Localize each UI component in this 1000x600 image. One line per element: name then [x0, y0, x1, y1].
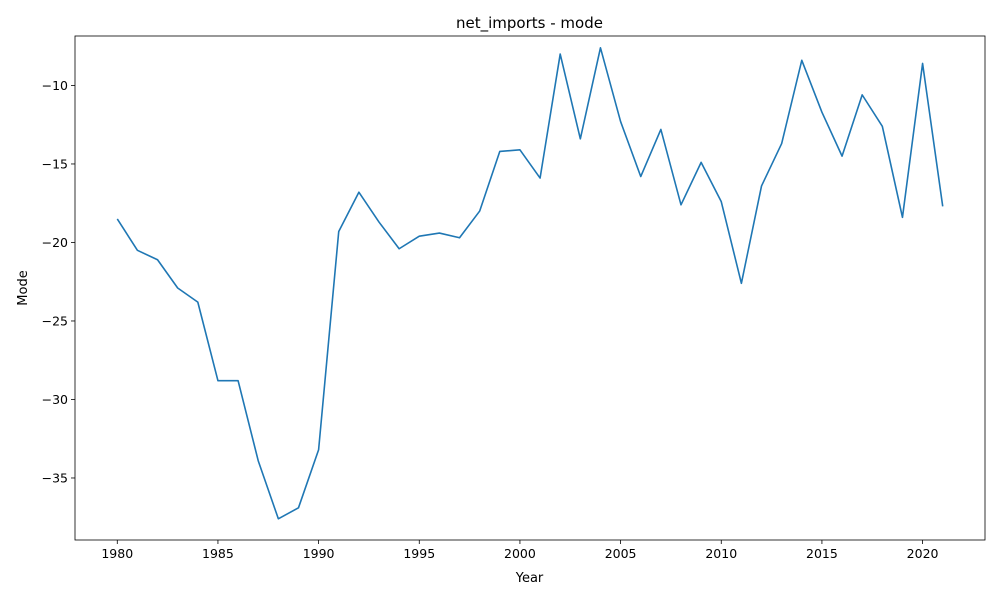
- x-tick-label: 1985: [202, 546, 234, 561]
- plot-frame: [74, 35, 986, 541]
- x-axis-label: Year: [515, 571, 544, 586]
- y-tick-label: −35: [42, 470, 68, 485]
- x-tick-label: 2020: [907, 546, 939, 561]
- x-tick-label: 1995: [403, 546, 435, 561]
- y-tick-label: −10: [42, 78, 68, 93]
- y-axis-ticks: −35 −30 −25 −20 −15 −10: [42, 78, 75, 485]
- x-tick-label: 2015: [806, 546, 838, 561]
- y-tick-label: −20: [42, 235, 68, 250]
- y-axis-label: Mode: [16, 270, 31, 305]
- x-tick-label: 1990: [303, 546, 335, 561]
- series-layer: [116, 46, 944, 520]
- plot-area: [74, 35, 986, 541]
- x-tick-label: 1980: [101, 546, 133, 561]
- y-tick-label: −15: [42, 156, 68, 171]
- x-tick-label: 2005: [605, 546, 637, 561]
- y-tick-label: −30: [42, 392, 68, 407]
- x-tick-label: 2010: [705, 546, 737, 561]
- chart-title: net_imports - mode: [456, 14, 603, 33]
- series-line: [116, 46, 944, 520]
- x-tick-label: 2000: [504, 546, 536, 561]
- y-tick-label: −25: [42, 313, 68, 328]
- x-axis-ticks: 1980 1985 1990 1995 2000 2005 2010 2015 2020: [101, 540, 939, 561]
